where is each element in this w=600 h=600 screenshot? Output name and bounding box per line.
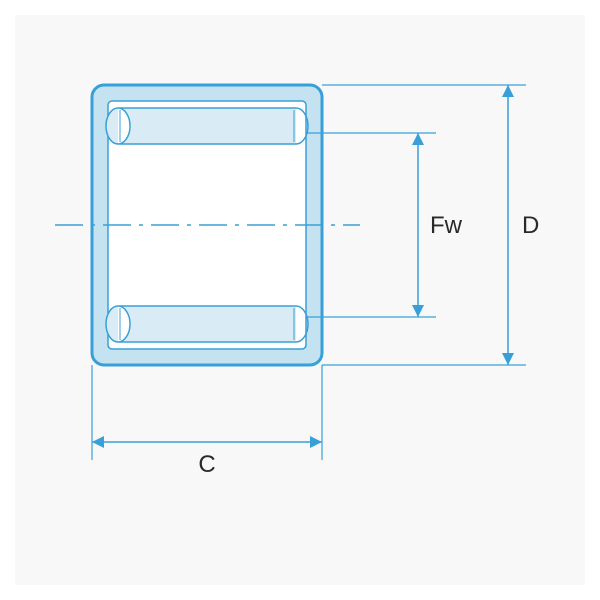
roller-top	[106, 108, 308, 144]
dimension-d-label: D	[522, 212, 539, 239]
roller-bottom	[106, 306, 308, 342]
dimension-c-label: C	[198, 451, 215, 478]
dimension-fw-label: Fw	[430, 212, 463, 239]
